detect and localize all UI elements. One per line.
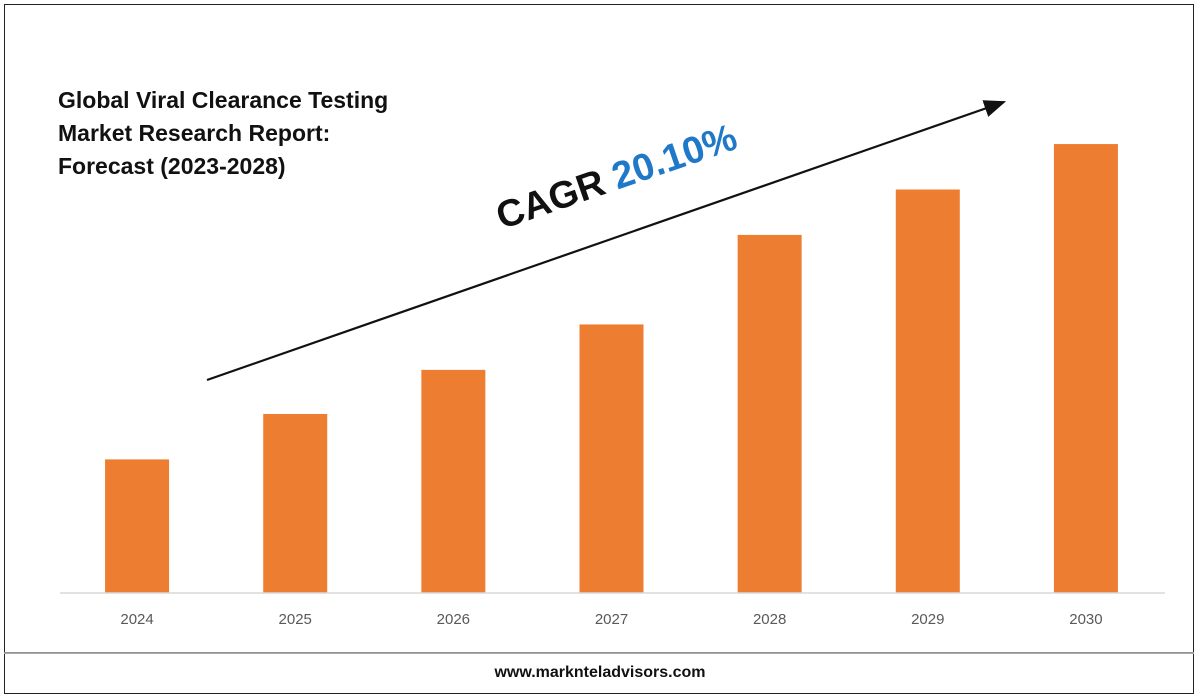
bar-series (105, 144, 1118, 594)
x-tick-labels: 2024 2025 2026 2027 2028 2029 2030 (120, 611, 1102, 628)
bar-2029 (895, 189, 960, 593)
bar-2026 (421, 369, 486, 593)
growth-arrow (206, 100, 1007, 382)
x-tick-2026: 2026 (437, 611, 470, 628)
x-tick-2028: 2028 (753, 611, 786, 628)
x-tick-2025: 2025 (279, 611, 312, 628)
footer-bar (4, 654, 1194, 694)
x-tick-2029: 2029 (911, 611, 944, 628)
bar-2027 (579, 324, 644, 593)
website-url: www.marknteladvisors.com (494, 664, 706, 681)
title-line-3: Forecast (2023-2028) (58, 153, 286, 179)
title-line-1: Global Viral Clearance Testing (58, 87, 389, 113)
bar-2030 (1053, 144, 1118, 594)
chart-title: Global Viral Clearance Testing Market Re… (58, 84, 438, 183)
bar-2028 (737, 234, 802, 593)
x-tick-2027: 2027 (595, 611, 628, 628)
title-line-2: Market Research Report: (58, 120, 331, 146)
x-tick-2030: 2030 (1069, 611, 1102, 628)
x-tick-2024: 2024 (120, 611, 153, 628)
bar-2024 (105, 459, 170, 593)
bar-2025 (263, 413, 328, 593)
